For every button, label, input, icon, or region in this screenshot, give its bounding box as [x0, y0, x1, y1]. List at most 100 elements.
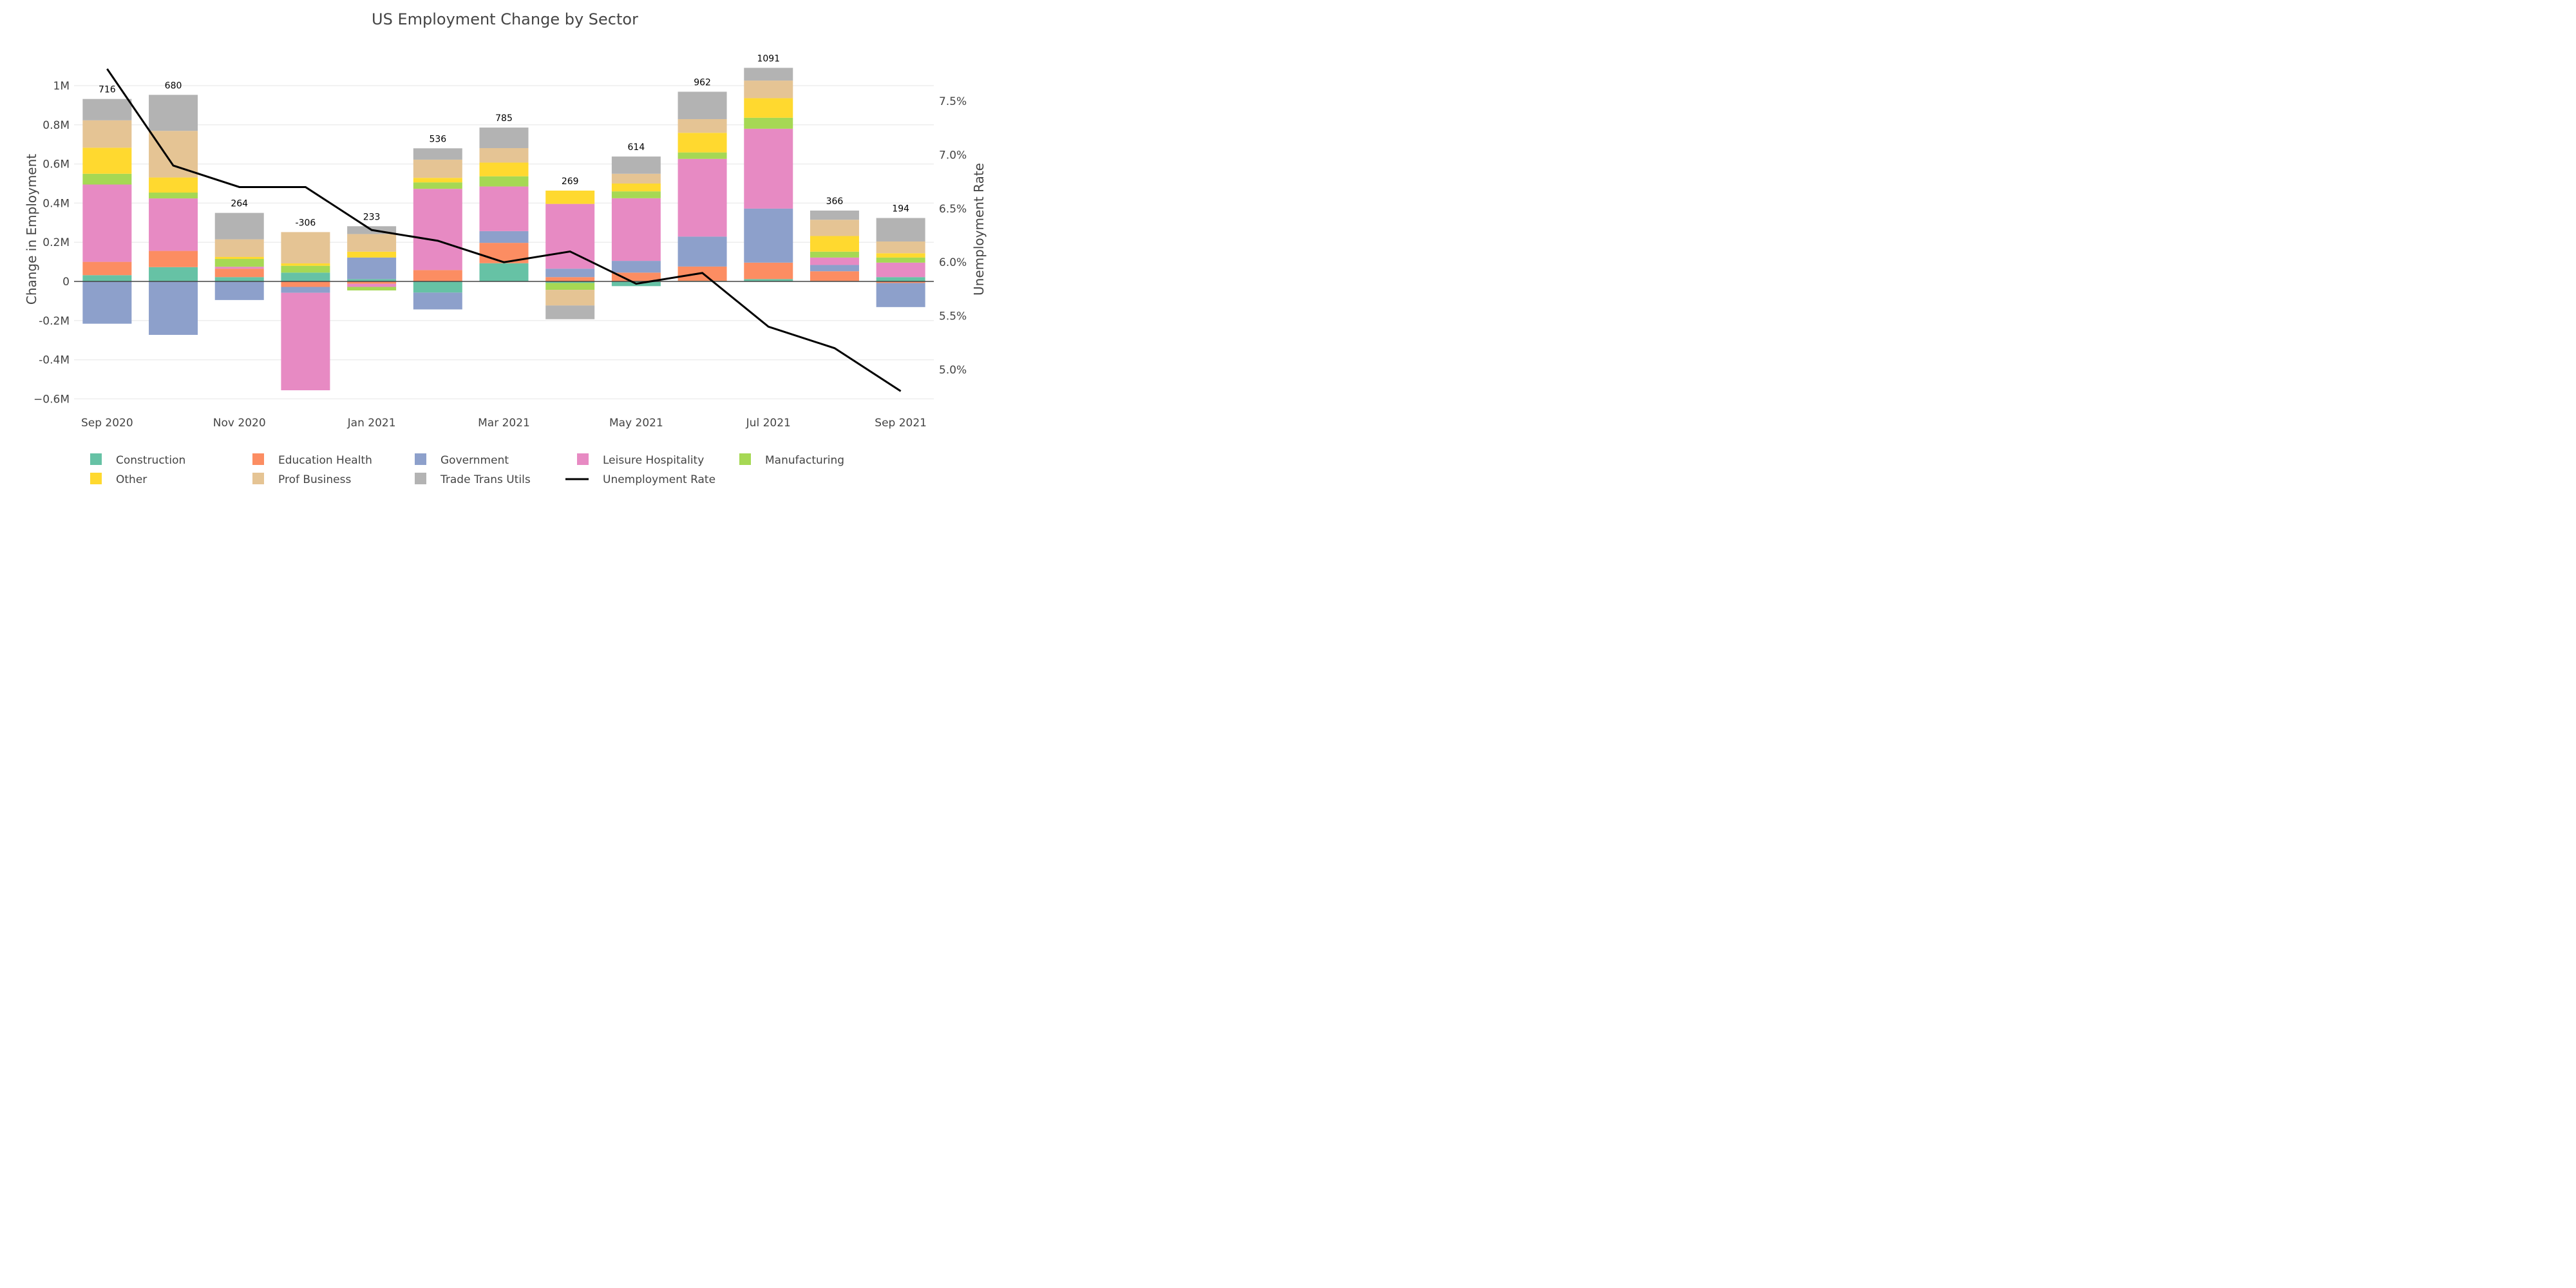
bar-segment-leisure-hospitality [214, 267, 264, 269]
bar-segment-government [611, 261, 661, 273]
bar-segment-leisure-hospitality [545, 204, 595, 269]
legend-item[interactable]: Manufacturing [739, 453, 844, 467]
legend-item[interactable]: Construction [90, 453, 185, 467]
legend-label: Education Health [278, 454, 372, 467]
legend-swatch [90, 453, 102, 465]
bar-segment-leisure-hospitality [149, 198, 198, 251]
legend-label: Government [440, 454, 509, 467]
bar-segment-other [876, 253, 925, 258]
legend-item[interactable]: Leisure Hospitality [577, 453, 704, 467]
bar-segment-manufacturing [810, 251, 859, 258]
bar-segment-other [149, 177, 198, 193]
legend-item[interactable]: Education Health [252, 453, 372, 467]
total-label: 680 [165, 80, 182, 91]
legend-item[interactable]: Prof Business [252, 473, 351, 486]
bar-segment-trade-trans-utils [214, 213, 264, 240]
bar-segment-trade-trans-utils [876, 218, 925, 242]
total-label: 785 [495, 113, 513, 124]
bar-stacks [82, 68, 925, 391]
bar-segment-construction [214, 277, 264, 281]
bar-stack [744, 68, 793, 281]
legend-item[interactable]: Government [415, 453, 509, 467]
legend-swatch [415, 473, 426, 484]
y2-axis-title: Unemployment Rate [971, 163, 987, 296]
legend-item[interactable]: Trade Trans Utils [415, 473, 531, 486]
bar-segment-prof-business [876, 241, 925, 254]
bar-segment-trade-trans-utils [413, 148, 462, 160]
bar-stack [545, 190, 595, 319]
bar-segment-government [413, 292, 462, 310]
bar-segment-education-health [744, 262, 793, 279]
bar-segment-other [810, 236, 859, 252]
x-tick-label: Jan 2021 [347, 417, 396, 430]
bar-stack [82, 99, 132, 324]
bar-segment-government [810, 265, 859, 272]
legend-swatch [415, 453, 426, 465]
bar-segment-trade-trans-utils [677, 91, 727, 119]
bar-segment-manufacturing [413, 182, 462, 189]
legend-swatch [739, 453, 751, 465]
bar-segment-construction [744, 279, 793, 281]
total-label: 536 [429, 134, 446, 144]
total-label: 264 [231, 199, 248, 209]
y-axis-title: Change in Employment [24, 154, 39, 305]
bar-segment-education-health [82, 261, 132, 276]
bar-segment-trade-trans-utils [744, 68, 793, 81]
bar-segment-prof-business [347, 234, 397, 252]
x-tick-label: May 2021 [609, 417, 663, 430]
x-tick-label: Nov 2020 [213, 417, 266, 430]
legend-label: Trade Trans Utils [440, 473, 531, 486]
bar-segment-government [214, 281, 264, 300]
bar-segment-education-health [611, 272, 661, 281]
bar-segment-trade-trans-utils [545, 305, 595, 319]
bar-segment-trade-trans-utils [611, 156, 661, 174]
y-tick-label: -0.4M [39, 354, 70, 367]
bar-segment-education-health [810, 271, 859, 281]
y-tick-label: 0.6M [43, 158, 70, 171]
x-tick-label: Sep 2020 [81, 417, 133, 430]
bar-segment-prof-business [545, 290, 595, 306]
bar-segment-government [545, 269, 595, 278]
legend-item[interactable]: Other [90, 473, 147, 486]
bar-segment-education-health [149, 251, 198, 267]
employment-chart: US Employment Change by Sector 716 680 264… [24, 10, 987, 486]
bar-segment-construction [413, 281, 462, 293]
chart-title: US Employment Change by Sector [372, 10, 638, 28]
bar-stack [413, 148, 462, 310]
x-tick-label: Mar 2021 [478, 417, 530, 430]
legend-label: Prof Business [278, 473, 351, 486]
y-axis-ticks: −0.6M -0.4M -0.2M 0 0.2M 0.4M 0.6M 0.8M 1M [33, 80, 70, 406]
bar-segment-manufacturing [347, 287, 397, 290]
total-label: 233 [363, 212, 381, 222]
bar-segment-manufacturing [479, 176, 529, 187]
bar-segment-trade-trans-utils [810, 210, 859, 220]
total-label: 716 [99, 85, 116, 95]
bar-segment-construction [479, 263, 529, 281]
bar-segment-prof-business [611, 173, 661, 184]
bar-segment-education-health [413, 270, 462, 281]
bar-segment-government [479, 231, 529, 243]
bar-segment-government [149, 281, 198, 335]
bar-segment-prof-business [82, 120, 132, 148]
y-tick-label: 1M [53, 80, 70, 93]
bar-segment-prof-business [281, 232, 330, 264]
bar-segment-other [82, 147, 132, 174]
bar-segment-government [677, 236, 727, 267]
bar-segment-leisure-hospitality [876, 262, 925, 278]
y-tick-label: 0.2M [43, 236, 70, 249]
bar-stack [214, 213, 264, 300]
legend-item[interactable]: Unemployment Rate [565, 473, 715, 486]
total-label: 614 [628, 142, 645, 153]
bar-segment-leisure-hospitality [479, 186, 529, 231]
bar-stack [149, 95, 198, 335]
bar-segment-manufacturing [214, 259, 264, 267]
bar-segment-leisure-hospitality [611, 198, 661, 261]
bar-stack [677, 91, 727, 281]
bar-stack [810, 210, 859, 281]
legend: Construction Education Health Government Le… [90, 453, 844, 486]
total-label: 1091 [757, 53, 780, 64]
y2-tick-label: 5.5% [939, 310, 967, 323]
total-label: -306 [296, 218, 316, 228]
legend-label: Unemployment Rate [603, 473, 715, 486]
bar-segment-leisure-hospitality [347, 283, 397, 287]
